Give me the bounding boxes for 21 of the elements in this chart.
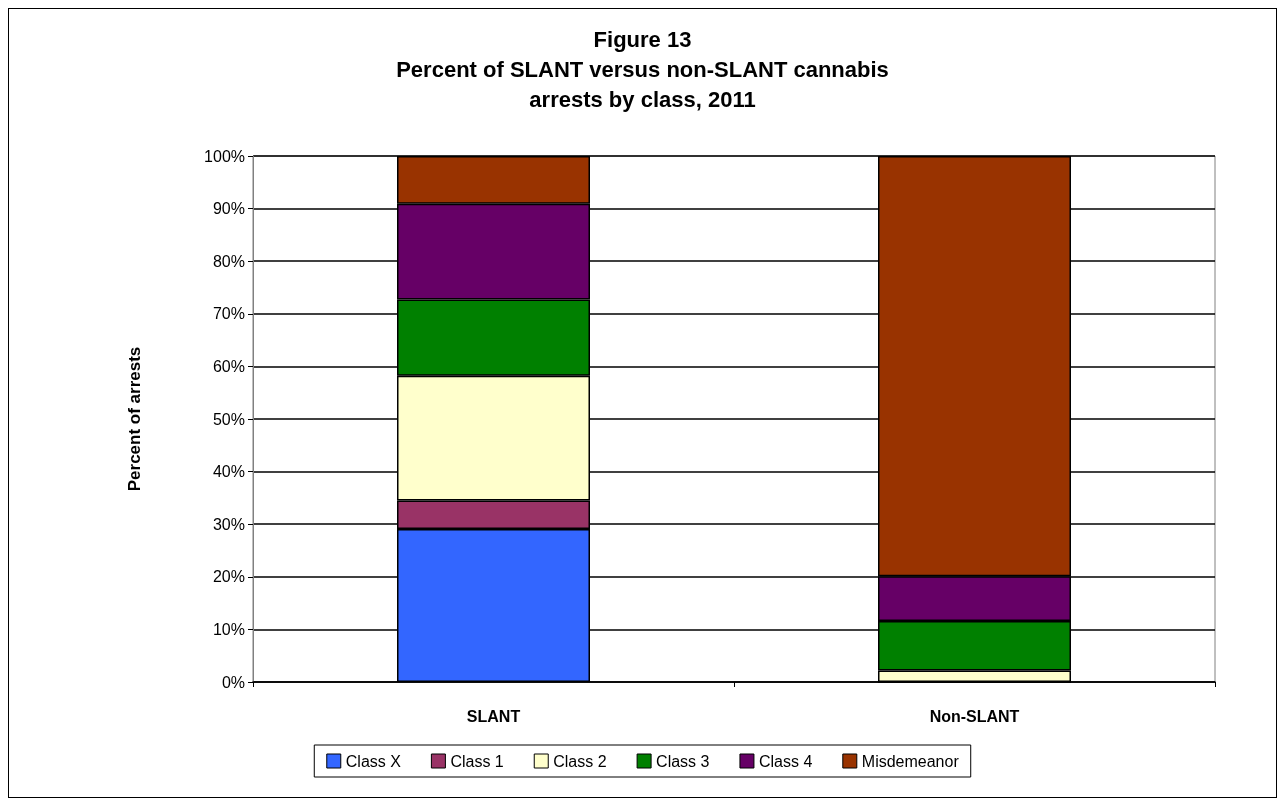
y-axis-title: Percent of arrests <box>125 346 144 492</box>
y-tick-label: 100% <box>204 147 245 165</box>
legend-label: Class 3 <box>656 752 710 770</box>
y-tick-label: 20% <box>212 568 245 586</box>
legend-label: Class X <box>345 752 402 770</box>
legend-label: Class 1 <box>450 752 504 770</box>
y-tick-label: 60% <box>212 357 245 375</box>
chart-title: Figure 13 Percent of SLANT versus non-SLANT cannabis arrests by class, 2011 <box>396 26 889 112</box>
y-tick-label: 90% <box>212 200 245 218</box>
y-tick-label: 80% <box>212 252 245 270</box>
y-tick-label: 40% <box>212 463 245 481</box>
x-tick-label: Non-SLANT <box>929 707 1020 725</box>
y-tick-label: 0% <box>221 673 245 691</box>
y-tick-label: 50% <box>212 410 245 428</box>
y-tick-label: 30% <box>212 515 245 533</box>
x-tick-label: SLANT <box>466 707 521 725</box>
legend-label: Class 4 <box>758 752 813 770</box>
legend-label: Class 2 <box>553 752 607 770</box>
y-tick-label: 10% <box>212 620 245 638</box>
y-tick-label: 70% <box>212 305 245 323</box>
legend-label: Misdemeanor <box>861 752 960 770</box>
